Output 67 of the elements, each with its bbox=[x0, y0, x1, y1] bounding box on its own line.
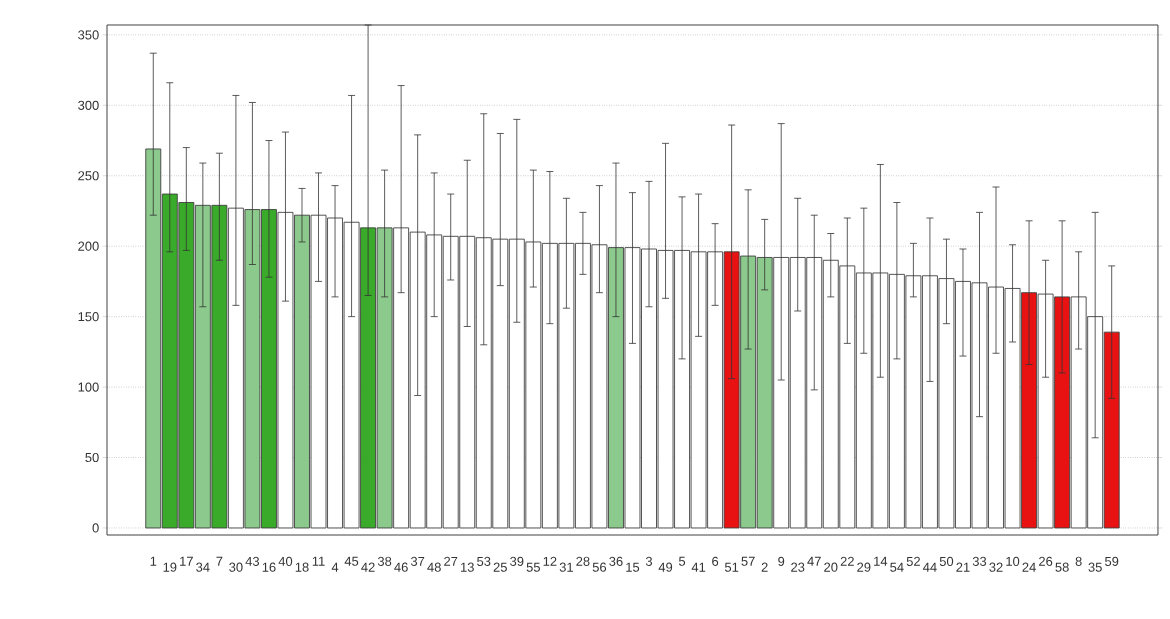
x-tick-label: 23 bbox=[791, 562, 805, 572]
y-tick-label: 250 bbox=[78, 171, 99, 181]
x-tick-label: 19 bbox=[163, 562, 177, 572]
x-tick-label: 42 bbox=[361, 562, 375, 572]
x-tick-label: 44 bbox=[923, 562, 937, 572]
x-tick-label: 2 bbox=[761, 562, 768, 572]
x-tick-label: 8 bbox=[1075, 556, 1082, 566]
x-tick-label: 58 bbox=[1055, 562, 1069, 572]
x-tick-label: 47 bbox=[807, 556, 821, 566]
x-tick-label: 38 bbox=[377, 556, 392, 566]
x-tick-label: 28 bbox=[576, 556, 590, 566]
x-tick-label: 18 bbox=[295, 562, 309, 572]
x-tick-label: 41 bbox=[691, 562, 706, 572]
x-tick-label: 53 bbox=[477, 556, 491, 566]
x-tick-label: 21 bbox=[956, 562, 970, 572]
x-tick-label: 51 bbox=[724, 562, 739, 572]
x-tick-label: 11 bbox=[312, 556, 325, 566]
x-tick-label: 13 bbox=[461, 562, 474, 572]
x-tick-label: 10 bbox=[1006, 556, 1020, 566]
x-tick-label: 25 bbox=[493, 562, 507, 572]
x-tick-label: 40 bbox=[278, 556, 293, 566]
y-tick-label: 300 bbox=[78, 100, 99, 110]
x-tick-label: 7 bbox=[216, 556, 223, 566]
x-tick-label: 20 bbox=[824, 562, 838, 572]
x-tick-label: 27 bbox=[444, 556, 458, 566]
x-tick-label: 16 bbox=[262, 562, 276, 572]
x-tick-label: 14 bbox=[874, 556, 888, 566]
x-tick-label: 46 bbox=[394, 562, 408, 572]
x-tick-label: 32 bbox=[989, 562, 1003, 572]
x-tick-label: 4 bbox=[331, 562, 339, 572]
y-tick-label: 350 bbox=[78, 30, 99, 40]
x-tick-label: 15 bbox=[626, 562, 640, 572]
x-tick-label: 1 bbox=[150, 556, 157, 566]
x-tick-label: 6 bbox=[712, 556, 719, 566]
x-tick-label: 24 bbox=[1022, 562, 1036, 572]
x-tick-label: 30 bbox=[229, 562, 243, 572]
x-tick-label: 36 bbox=[609, 556, 623, 566]
y-tick-label: 200 bbox=[78, 241, 99, 251]
x-tick-label: 55 bbox=[526, 562, 540, 572]
x-tick-label: 49 bbox=[658, 562, 673, 572]
x-tick-label: 35 bbox=[1088, 562, 1102, 572]
x-tick-label: 52 bbox=[906, 556, 920, 566]
x-tick-label: 29 bbox=[857, 562, 871, 572]
x-tick-label: 54 bbox=[890, 562, 904, 572]
y-tick-label: 150 bbox=[78, 312, 99, 322]
x-tick-label: 26 bbox=[1039, 556, 1053, 566]
x-tick-label: 17 bbox=[180, 556, 193, 566]
x-tick-label: 56 bbox=[592, 562, 607, 572]
x-tick-label: 22 bbox=[840, 556, 854, 566]
x-tick-label: 9 bbox=[778, 556, 785, 566]
x-tick-label: 50 bbox=[939, 556, 954, 566]
x-tick-label: 57 bbox=[741, 556, 755, 566]
x-tick-label: 43 bbox=[245, 556, 260, 566]
x-tick-label: 39 bbox=[510, 556, 524, 566]
x-tick-label: 12 bbox=[543, 556, 557, 566]
x-tick-label: 33 bbox=[972, 556, 987, 566]
x-tick-label: 59 bbox=[1105, 556, 1119, 566]
x-tick-label: 45 bbox=[344, 556, 359, 566]
x-tick-label: 34 bbox=[196, 562, 210, 572]
x-tick-label: 48 bbox=[427, 562, 441, 572]
x-tick-label: 5 bbox=[678, 556, 686, 566]
x-tick-label: 31 bbox=[559, 562, 573, 572]
y-tick-label: 50 bbox=[85, 452, 99, 463]
y-tick-label: 0 bbox=[92, 523, 99, 533]
y-tick-label: 100 bbox=[78, 382, 99, 392]
x-tick-label: 37 bbox=[410, 556, 425, 566]
x-tick-label: 3 bbox=[645, 556, 653, 566]
